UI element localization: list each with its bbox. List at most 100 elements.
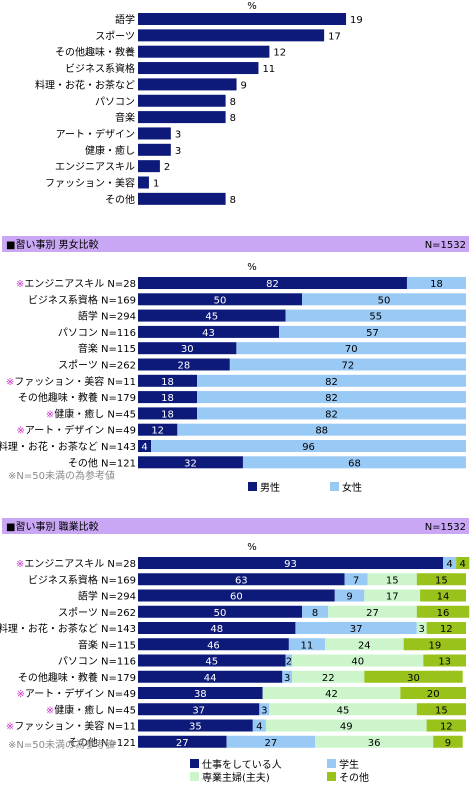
- value-label: 11: [262, 64, 275, 75]
- category-label: 音楽: [115, 111, 135, 124]
- unit-label: %: [247, 1, 257, 12]
- legend-swatch: [327, 759, 336, 768]
- bar-segment: [138, 293, 302, 306]
- category-label: 料理・お花・お茶など: [35, 78, 135, 91]
- bar-segment: [420, 589, 466, 602]
- value-label: 12: [151, 426, 164, 437]
- bar-segment: [226, 735, 316, 748]
- value-label: 27: [366, 608, 379, 619]
- category-label: ファッション・美容: [45, 177, 135, 190]
- value-label: 15: [386, 575, 399, 586]
- bar-segment: [138, 277, 407, 289]
- legend-label: 専業主婦(主夫): [202, 771, 270, 784]
- value-label: 11: [301, 640, 314, 651]
- category-label: その他趣味・教養: [55, 46, 135, 59]
- bar: [138, 45, 270, 58]
- value-label: 45: [205, 312, 218, 323]
- bar-segment: [138, 670, 283, 683]
- unit-label: %: [247, 262, 257, 273]
- section-header: [2, 236, 469, 252]
- bar-segment: [138, 654, 286, 667]
- value-label: 7: [353, 575, 359, 586]
- gender-comparison-chart: ■習い事別 男女比較 N=1532% ※エンジニアスキル N=28 82 18 ビジネス系…: [0, 236, 469, 494]
- category-label: 語学 N=294: [78, 590, 136, 603]
- category-label: スポーツ N=262: [58, 607, 136, 619]
- value-label: 3: [419, 624, 425, 635]
- value-label: 45: [205, 657, 218, 668]
- category-label: パソコン N=116: [58, 656, 136, 668]
- value-label: 9: [241, 80, 247, 91]
- legend-swatch: [190, 759, 199, 768]
- bar-segment: [426, 719, 466, 732]
- category-label: ビジネス系資格 N=169: [28, 573, 136, 586]
- value-label: 48: [210, 624, 223, 635]
- value-label: 82: [325, 393, 338, 404]
- bar: [138, 29, 325, 42]
- bar-segment: [242, 456, 466, 469]
- value-label: 93: [284, 559, 297, 570]
- legend-label: その他: [339, 771, 369, 784]
- bar-segment: [138, 407, 198, 420]
- bar-segment: [138, 423, 178, 436]
- value-label: 30: [407, 673, 420, 684]
- category-label: ※アート・デザイン N=49: [16, 687, 136, 700]
- bar-segment: [138, 638, 289, 651]
- value-label: 32: [184, 458, 197, 469]
- bar-segment: [364, 589, 421, 602]
- bar-segment: [295, 622, 417, 634]
- unit-label: %: [247, 542, 257, 553]
- value-label: 44: [204, 673, 217, 684]
- bar-segment: [416, 703, 466, 716]
- bar-segment: [328, 605, 417, 618]
- value-label: 4: [256, 722, 262, 733]
- category-label: アート・デザイン: [56, 127, 135, 140]
- category-label: ※ファッション・美容 N=11: [6, 720, 136, 733]
- value-label: 17: [328, 31, 341, 42]
- bar-segment: [138, 703, 260, 716]
- bar-segment: [138, 309, 286, 322]
- category-label: ※健康・癒し N=45: [46, 407, 136, 420]
- value-label: 14: [437, 592, 450, 603]
- legend-swatch: [190, 772, 199, 781]
- category-label: ※アート・デザイン N=49: [16, 424, 136, 437]
- bar-segment: [138, 557, 444, 569]
- value-label: 27: [264, 738, 277, 749]
- value-label: 4: [446, 559, 452, 570]
- value-label: 20: [427, 689, 440, 700]
- value-label: 9: [445, 738, 451, 749]
- bar: [138, 62, 259, 75]
- bar-segment: [151, 440, 466, 452]
- bar-segment: [138, 687, 263, 699]
- legend-label: 仕事をしている人: [202, 758, 282, 771]
- category-label: 語学: [115, 13, 135, 26]
- category-label: 語学 N=294: [78, 310, 136, 323]
- bar-segment: [252, 719, 266, 732]
- value-label: 15: [435, 575, 448, 586]
- value-label: 8: [312, 608, 318, 619]
- category-label: エンジニアスキル: [55, 162, 135, 173]
- bar: [138, 160, 160, 173]
- bar-segment: [344, 573, 368, 586]
- value-label: 27: [176, 738, 189, 749]
- section-header: [2, 518, 469, 534]
- value-label: 8: [230, 113, 236, 124]
- legend-swatch: [327, 772, 336, 781]
- bar-segment: [302, 605, 329, 618]
- bar-segment: [269, 703, 417, 716]
- bar-segment: [403, 638, 466, 651]
- bar-segment: [406, 277, 466, 289]
- category-label: 音楽 N=115: [78, 342, 136, 355]
- section-title: ■習い事別 職業比較: [6, 520, 99, 533]
- value-label: 55: [369, 312, 382, 323]
- total-count: N=1532: [425, 240, 466, 251]
- bar-segment: [426, 622, 466, 634]
- value-label: 45: [337, 705, 350, 716]
- bar-segment: [324, 638, 404, 651]
- category-label: その他: [105, 193, 135, 206]
- value-label: 24: [358, 640, 371, 651]
- value-label: 2: [164, 162, 170, 173]
- value-label: 70: [345, 344, 358, 355]
- bar-segment: [138, 391, 198, 404]
- category-label: その他趣味・教養 N=179: [18, 671, 136, 684]
